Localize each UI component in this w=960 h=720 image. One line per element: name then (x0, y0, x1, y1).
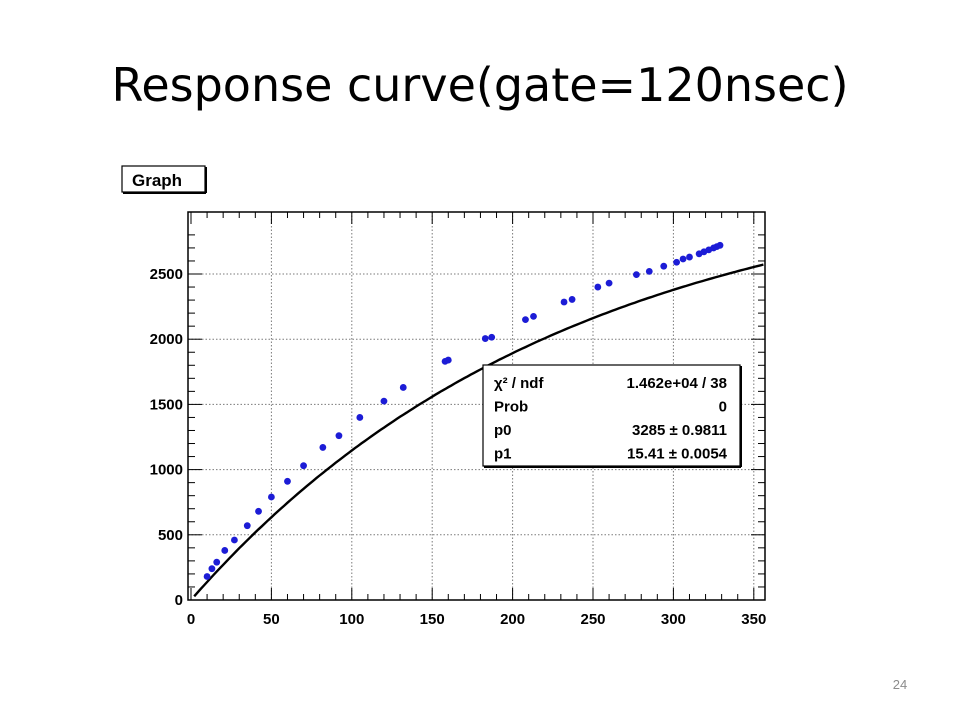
y-tick-label: 1000 (150, 462, 183, 479)
fit-layer (193, 263, 764, 598)
x-tick-label: 300 (661, 611, 686, 628)
y-tick-label: 0 (175, 592, 183, 609)
graph-title: Graph (132, 171, 182, 190)
stats-label: p1 (494, 446, 512, 463)
data-point (716, 241, 724, 249)
data-point (568, 296, 576, 303)
data-point (679, 255, 687, 263)
slide-number: 24 (892, 677, 908, 692)
data-point (530, 312, 537, 320)
data-point (488, 333, 496, 341)
plot-frame (187, 211, 766, 601)
data-point (522, 316, 529, 324)
y-tick-label: 2000 (150, 331, 183, 348)
data-point (255, 507, 262, 515)
stats-label: p0 (494, 422, 512, 439)
data-point (208, 565, 216, 573)
fit-curve (193, 263, 764, 598)
x-tick-label: 50 (263, 611, 280, 628)
x-tick-label: 250 (580, 611, 605, 628)
y-tick-label: 2500 (150, 266, 183, 283)
x-tick-label: 200 (500, 611, 525, 628)
data-point (444, 356, 452, 364)
data-points (203, 241, 724, 580)
stats-label: Prob (494, 399, 528, 416)
data-point (213, 558, 221, 566)
data-point (633, 271, 640, 279)
data-point (686, 253, 693, 261)
axis-ticks (188, 212, 765, 601)
x-tick-label: 150 (420, 611, 445, 628)
data-point (221, 547, 229, 554)
stats-value: 0 (719, 399, 727, 416)
data-point (300, 462, 307, 470)
data-point (268, 493, 275, 501)
data-point (481, 335, 489, 342)
data-point (243, 522, 251, 530)
y-tick-label: 1500 (150, 396, 183, 413)
data-point (605, 279, 613, 287)
data-point (356, 414, 364, 421)
x-tick-label: 100 (339, 611, 364, 628)
data-point (380, 397, 388, 405)
data-point (335, 432, 343, 440)
fit-stats-box: χ² / ndf 1.462e+04 / 38 Prob 0 p0 3285 ± 0.98… (482, 364, 742, 468)
stats-value: 1.462e+04 / 38 (626, 375, 727, 392)
data-point (284, 477, 291, 485)
graph-title-box: Graph (121, 165, 207, 194)
x-tick-label: 0 (187, 611, 195, 628)
data-point (645, 267, 653, 275)
data-point (673, 258, 681, 266)
y-tick-label: 500 (158, 527, 183, 544)
stats-value: 3285 ± 0.9811 (632, 422, 727, 439)
data-point (560, 298, 568, 306)
data-point (594, 283, 602, 291)
stats-label: χ² / ndf (494, 375, 544, 392)
x-tick-label: 350 (741, 611, 766, 628)
data-point (319, 444, 327, 451)
slide-title: Response curve(gate=120nsec) (111, 58, 849, 112)
data-point (660, 262, 668, 270)
tick-labels: 0 50 100 150 200 250 300 350 0 500 1000 1500 2000 250… (150, 266, 767, 628)
data-point (231, 536, 238, 544)
data-point (203, 573, 211, 580)
stats-value: 15.41 ± 0.0054 (627, 446, 728, 463)
data-point (399, 384, 407, 391)
